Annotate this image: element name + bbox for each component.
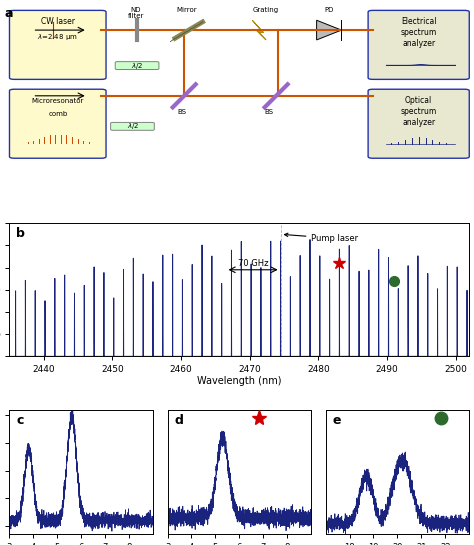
FancyBboxPatch shape: [110, 123, 155, 130]
Text: 70 GHz: 70 GHz: [238, 259, 268, 268]
X-axis label: Wavelength (nm): Wavelength (nm): [197, 376, 282, 386]
FancyBboxPatch shape: [368, 89, 469, 158]
Polygon shape: [252, 20, 266, 40]
Text: Grating: Grating: [253, 7, 279, 13]
Text: b: b: [17, 227, 25, 240]
FancyBboxPatch shape: [9, 89, 106, 158]
Polygon shape: [317, 20, 341, 40]
Text: analyzer: analyzer: [402, 118, 435, 126]
Text: filter: filter: [128, 13, 144, 19]
Text: a: a: [5, 7, 13, 20]
Text: Microresonator: Microresonator: [32, 98, 84, 104]
FancyBboxPatch shape: [9, 10, 106, 80]
Text: BS: BS: [177, 109, 186, 115]
Text: c: c: [17, 414, 24, 427]
Text: $\lambda$=2.48 μm: $\lambda$=2.48 μm: [37, 32, 78, 41]
Text: BS: BS: [265, 109, 274, 115]
Text: PD: PD: [324, 7, 334, 13]
Text: Mirror: Mirror: [176, 7, 197, 13]
Text: Electrical: Electrical: [401, 17, 437, 26]
Text: analyzer: analyzer: [402, 39, 435, 48]
FancyBboxPatch shape: [115, 62, 159, 70]
Text: e: e: [333, 414, 341, 427]
Text: Optical: Optical: [405, 96, 432, 105]
Text: $\lambda$/2: $\lambda$/2: [131, 60, 144, 70]
Text: ND: ND: [131, 7, 141, 13]
Text: CW laser: CW laser: [41, 17, 75, 26]
Text: spectrum: spectrum: [401, 28, 437, 37]
Text: d: d: [175, 414, 183, 427]
FancyBboxPatch shape: [368, 10, 469, 80]
Text: $\lambda$/2: $\lambda$/2: [127, 122, 139, 131]
Text: spectrum: spectrum: [401, 107, 437, 116]
Text: comb: comb: [48, 111, 67, 117]
Text: Pump laser: Pump laser: [284, 233, 358, 243]
